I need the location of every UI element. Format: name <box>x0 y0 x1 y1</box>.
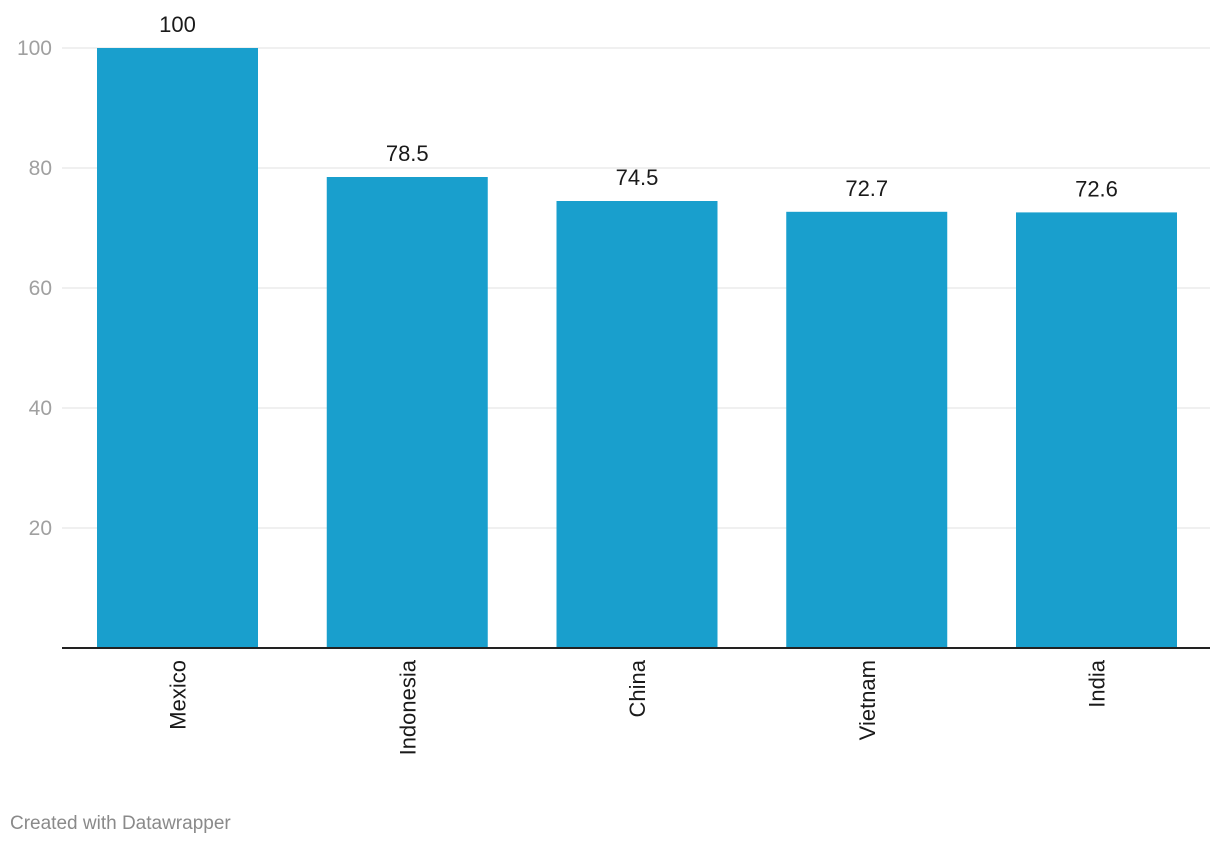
value-label-vietnam: 72.7 <box>845 176 888 201</box>
bar-india <box>1016 212 1177 648</box>
category-label-mexico: Mexico <box>166 660 191 730</box>
y-axis-tick-labels: 20 40 60 80 100 <box>17 37 52 540</box>
category-label-vietnam: Vietnam <box>855 660 880 740</box>
value-label-china: 74.5 <box>616 165 659 190</box>
category-label-indonesia: Indonesia <box>395 659 420 755</box>
datawrapper-credit: Created with Datawrapper <box>10 813 231 834</box>
bar-vietnam <box>786 211 948 649</box>
value-labels: 100 78.5 74.5 72.7 72.6 <box>159 12 1118 201</box>
value-label-mexico: 100 <box>159 12 196 37</box>
y-tick-label-60: 60 <box>29 277 52 300</box>
y-tick-label-100: 100 <box>17 37 52 60</box>
value-label-india: 72.6 <box>1075 176 1118 201</box>
y-tick-label-80: 80 <box>29 157 52 180</box>
bars <box>97 48 1177 649</box>
category-labels: Mexico Indonesia China Vietnam India <box>166 659 1110 755</box>
bar-china <box>556 201 718 648</box>
value-label-indonesia: 78.5 <box>386 141 429 166</box>
bar-mexico <box>97 48 258 648</box>
category-label-india: India <box>1085 659 1110 707</box>
bar-indonesia <box>326 177 488 648</box>
y-tick-label-20: 20 <box>29 517 52 540</box>
category-label-china: China <box>625 659 650 717</box>
y-tick-label-40: 40 <box>29 397 52 420</box>
